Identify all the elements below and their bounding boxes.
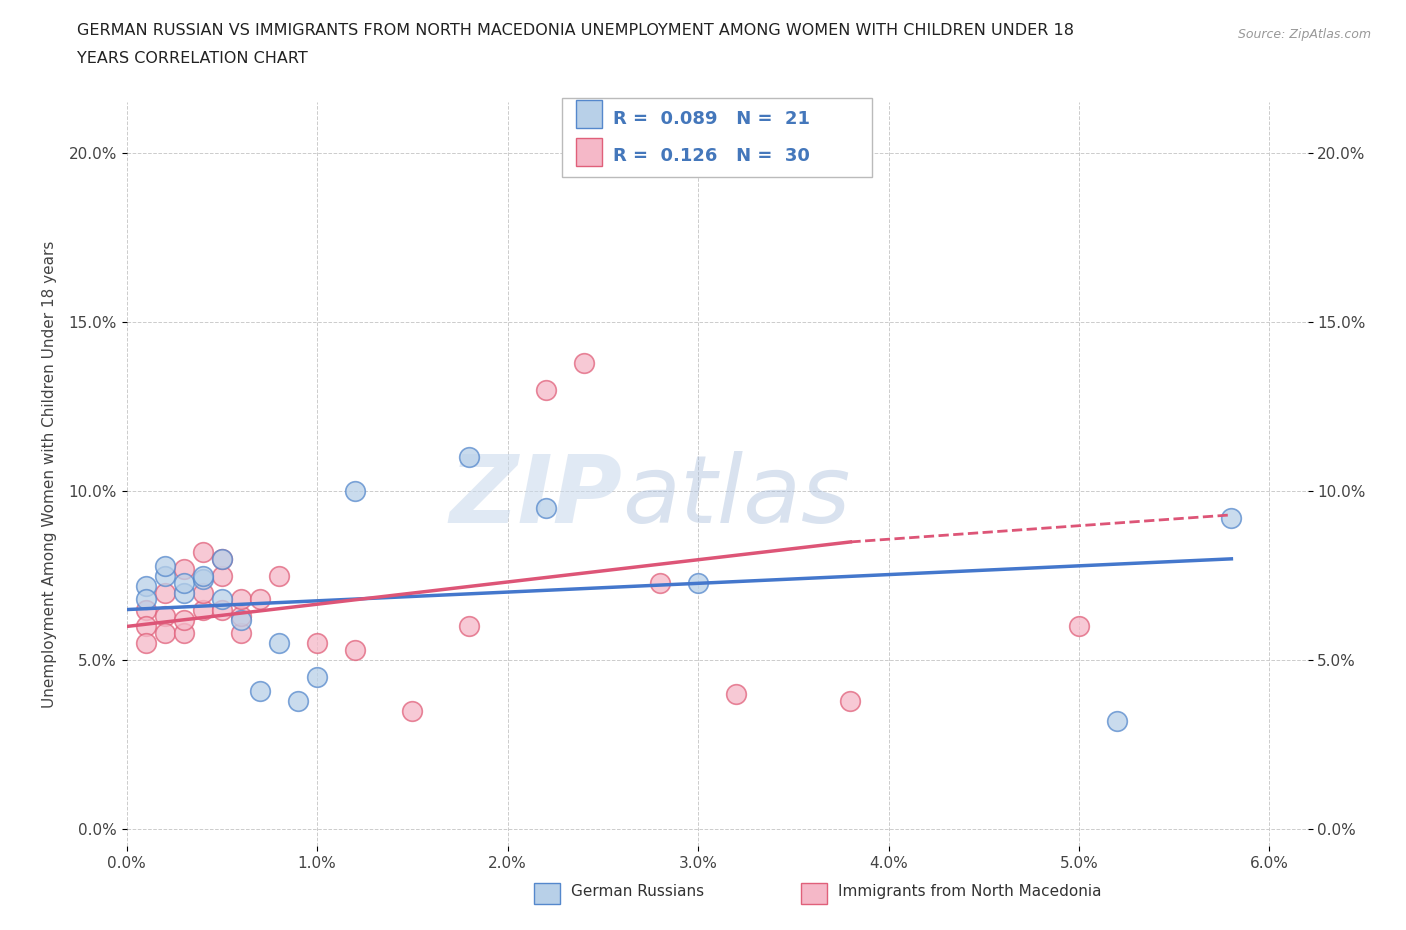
Point: [534, 500, 557, 515]
Point: [191, 545, 214, 560]
Point: [686, 575, 709, 590]
Point: [725, 686, 748, 701]
Point: [191, 568, 214, 583]
Point: [173, 562, 195, 577]
Point: [572, 355, 595, 370]
Point: [287, 694, 309, 709]
Point: [344, 643, 367, 658]
Point: [153, 609, 176, 624]
Text: German Russians: German Russians: [571, 884, 704, 899]
Point: [191, 585, 214, 600]
Point: [1220, 511, 1243, 525]
Text: R =  0.126   N =  30: R = 0.126 N = 30: [613, 147, 810, 165]
Point: [839, 694, 862, 709]
Point: [173, 585, 195, 600]
Point: [211, 592, 233, 607]
Point: [249, 592, 271, 607]
Text: GERMAN RUSSIAN VS IMMIGRANTS FROM NORTH MACEDONIA UNEMPLOYMENT AMONG WOMEN WITH : GERMAN RUSSIAN VS IMMIGRANTS FROM NORTH …: [77, 23, 1074, 38]
Point: [648, 575, 671, 590]
Point: [305, 670, 328, 684]
Point: [344, 484, 367, 498]
Point: [173, 575, 195, 590]
Point: [211, 602, 233, 617]
Point: [211, 551, 233, 566]
Point: [229, 626, 252, 641]
Point: [191, 602, 214, 617]
Point: [191, 572, 214, 587]
Text: ZIP: ZIP: [450, 451, 623, 542]
Text: Source: ZipAtlas.com: Source: ZipAtlas.com: [1237, 28, 1371, 41]
Point: [173, 612, 195, 627]
Point: [153, 626, 176, 641]
Point: [401, 704, 423, 719]
Point: [267, 568, 290, 583]
Point: [153, 558, 176, 573]
Text: atlas: atlas: [623, 451, 851, 542]
Point: [153, 585, 176, 600]
Text: YEARS CORRELATION CHART: YEARS CORRELATION CHART: [77, 51, 308, 66]
Point: [534, 382, 557, 397]
Text: R =  0.089   N =  21: R = 0.089 N = 21: [613, 110, 810, 127]
Point: [211, 551, 233, 566]
Point: [153, 568, 176, 583]
Point: [173, 626, 195, 641]
Point: [211, 568, 233, 583]
Point: [458, 450, 481, 465]
Point: [249, 684, 271, 698]
Point: [135, 602, 157, 617]
Point: [229, 609, 252, 624]
Point: [305, 636, 328, 651]
Point: [135, 619, 157, 634]
Point: [458, 619, 481, 634]
Point: [229, 592, 252, 607]
Y-axis label: Unemployment Among Women with Children Under 18 years: Unemployment Among Women with Children U…: [42, 241, 58, 708]
Point: [135, 636, 157, 651]
Point: [1067, 619, 1090, 634]
Text: Immigrants from North Macedonia: Immigrants from North Macedonia: [838, 884, 1101, 899]
Point: [229, 612, 252, 627]
Point: [135, 592, 157, 607]
Point: [1107, 713, 1129, 728]
Point: [135, 578, 157, 593]
Point: [267, 636, 290, 651]
